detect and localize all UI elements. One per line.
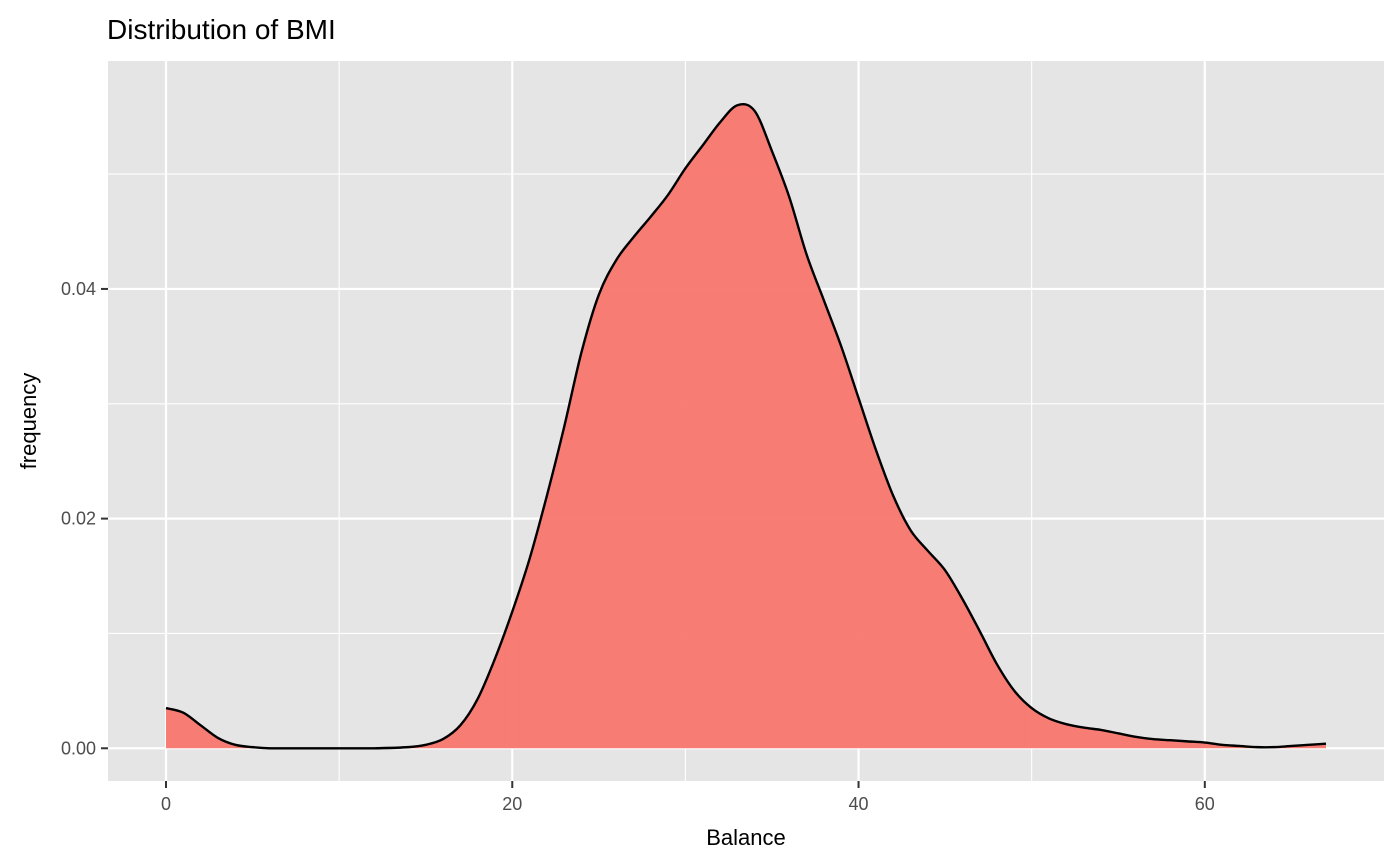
x-tick-label: 0 <box>161 794 171 814</box>
x-tick-label: 40 <box>849 794 869 814</box>
x-axis-title: Balance <box>706 825 786 850</box>
axis-ticks: 0 20 40 60 0.00 0.02 0.04 <box>61 279 1215 814</box>
x-tick-label: 20 <box>502 794 522 814</box>
density-area <box>166 104 1326 749</box>
data-layer <box>165 102 1327 750</box>
y-tick-label: 0.00 <box>61 738 96 758</box>
x-tick-label: 60 <box>1195 794 1215 814</box>
y-axis-title: frequency <box>16 373 41 470</box>
chart-title: Distribution of BMI <box>107 14 336 45</box>
y-tick-label: 0.04 <box>61 279 96 299</box>
density-line <box>165 102 1327 750</box>
y-tick-label: 0.02 <box>61 509 96 529</box>
